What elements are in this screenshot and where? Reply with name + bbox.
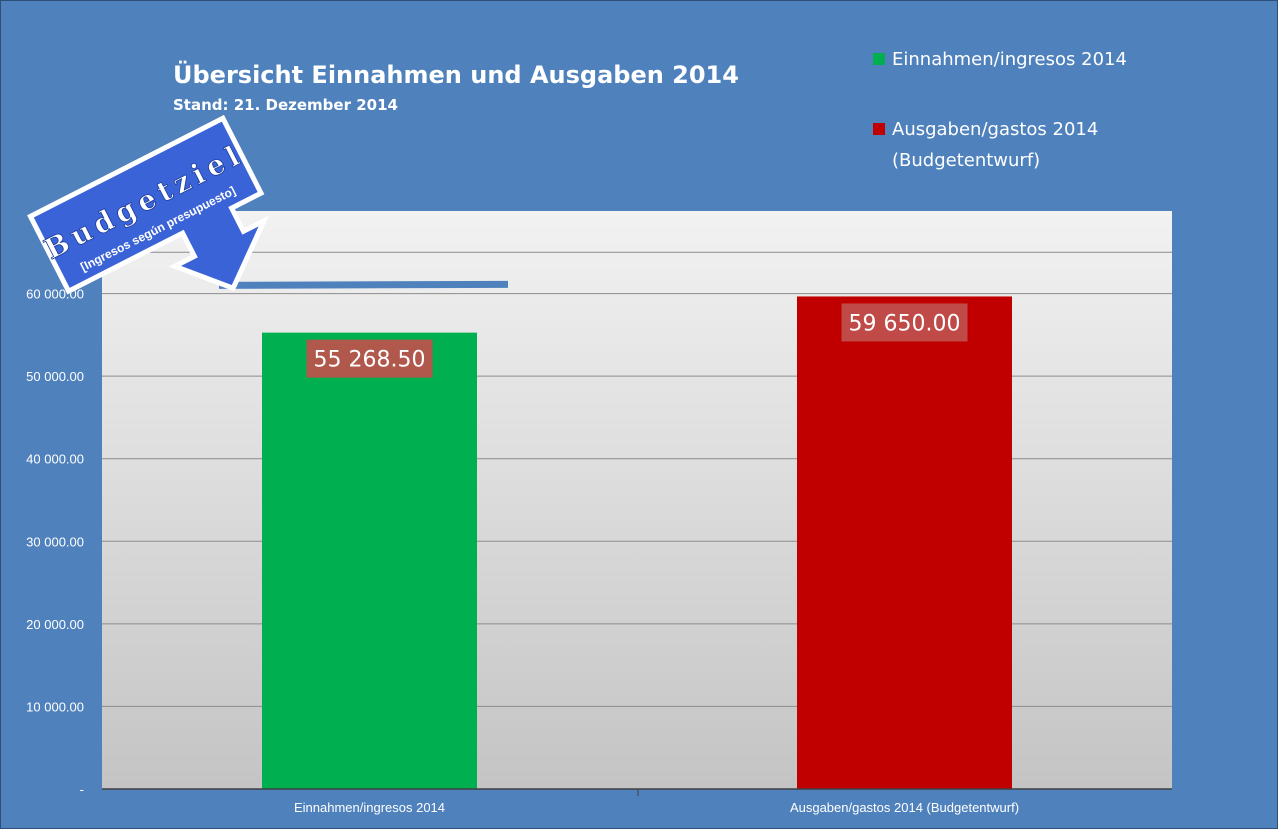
- data-label-box: [841, 303, 968, 342]
- bars: 55 268.50 59 650.00: [262, 296, 1012, 789]
- budgetziel-callout: Budgetziel [Ingresos según presupuesto]: [27, 114, 270, 295]
- y-tick-label: 10 000.00: [26, 699, 84, 714]
- data-label: 59 650.00: [849, 311, 961, 336]
- legend-swatch: [873, 53, 885, 65]
- y-axis: - 10 000.00 20 000.00 30 000.00 40 000.00 50 …: [26, 287, 84, 797]
- callout-arrow-shape: [27, 114, 270, 295]
- bar: [797, 296, 1012, 789]
- legend: Einnahmen/ingresos 2014 Ausgaben/gastos 2…: [873, 49, 1127, 171]
- x-tick-label: Einnahmen/ingresos 2014: [294, 800, 445, 815]
- x-axis: Einnahmen/ingresos 2014 Ausgaben/gastos 2…: [294, 800, 1019, 815]
- budget-target-line: [218, 280, 509, 289]
- legend-swatch: [873, 123, 885, 135]
- y-tick-label: 20 000.00: [26, 617, 84, 632]
- bar: [262, 332, 477, 789]
- y-tick-label: 40 000.00: [26, 452, 84, 467]
- y-tick-label: 30 000.00: [26, 534, 84, 549]
- data-label-box: [306, 339, 433, 378]
- chart-title: Übersicht Einnahmen und Ausgaben 2014: [173, 59, 739, 89]
- legend-label: Einnahmen/ingresos 2014: [892, 49, 1127, 70]
- data-label: 55 268.50: [314, 348, 426, 373]
- y-tick-label: 50 000.00: [26, 369, 84, 384]
- legend-label: (Budgetentwurf): [892, 150, 1040, 171]
- y-tick-label: -: [80, 782, 84, 797]
- legend-label: Ausgaben/gastos 2014: [892, 119, 1098, 140]
- chart-subtitle: Stand: 21. Dezember 2014: [173, 96, 398, 114]
- x-tick-label: Ausgaben/gastos 2014 (Budgetentwurf): [790, 800, 1019, 815]
